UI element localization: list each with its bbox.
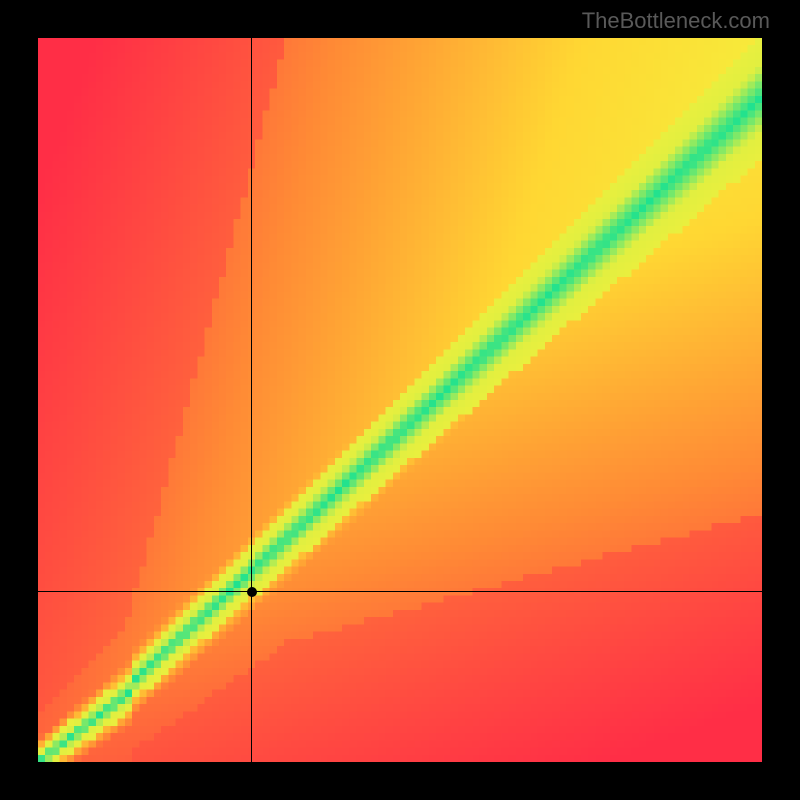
crosshair-horizontal xyxy=(38,591,762,592)
watermark-text: TheBottleneck.com xyxy=(582,8,770,34)
crosshair-vertical xyxy=(251,38,252,762)
selection-marker xyxy=(247,587,257,597)
chart-container: TheBottleneck.com xyxy=(0,0,800,800)
bottleneck-heatmap xyxy=(38,38,762,762)
